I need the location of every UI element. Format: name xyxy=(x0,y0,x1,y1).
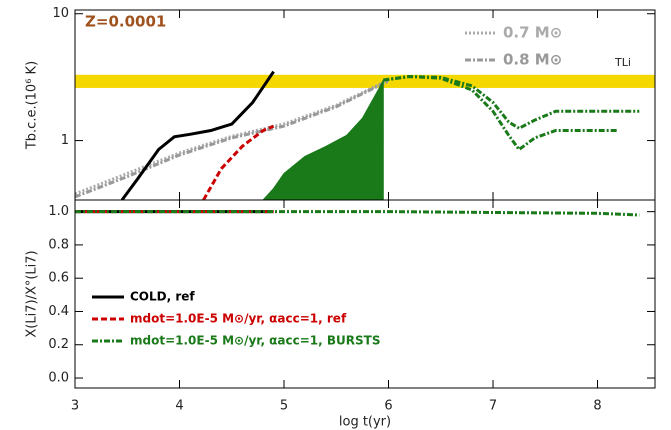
line xyxy=(202,124,275,200)
line xyxy=(120,70,275,200)
x-axis-label: log t(yr) xyxy=(339,415,391,430)
y-axis-label: Tb.c.e.(10⁶ K) xyxy=(25,61,40,150)
y-tick-label: 0.8 xyxy=(48,237,69,252)
area xyxy=(262,79,384,200)
x-tick-label: 6 xyxy=(384,399,392,414)
line xyxy=(383,74,640,131)
x-tick-label: 5 xyxy=(280,399,288,414)
band xyxy=(75,74,655,88)
y-tick-label: 0.2 xyxy=(48,337,69,352)
line xyxy=(383,74,619,152)
line xyxy=(75,210,640,217)
x-tick-label: 8 xyxy=(593,399,601,414)
x-tick-label: 3 xyxy=(71,399,79,414)
y-tick-label: 0.4 xyxy=(48,304,69,319)
line xyxy=(75,78,390,196)
legend-label: mdot=1.0E-5 M⊙/yr, αacc=1, BURSTS xyxy=(130,334,381,348)
legend-label: COLD, ref xyxy=(130,290,195,304)
line xyxy=(75,79,390,199)
y-axis-label: X(Li7)/X°(Li7) xyxy=(25,250,40,337)
legend-label: 0.7 M⊙ xyxy=(503,24,562,42)
y-tick-label: 0.0 xyxy=(48,371,69,386)
y-tick-label: 1 xyxy=(61,133,69,148)
x-tick-label: 4 xyxy=(175,399,183,414)
legend-label: mdot=1.0E-5 M⊙/yr, αacc=1, ref xyxy=(130,312,347,326)
y-tick-label: 1.0 xyxy=(48,204,69,219)
y-tick-label: 0.6 xyxy=(48,271,69,286)
band-label: TLi xyxy=(614,56,631,69)
x-tick-label: 7 xyxy=(489,399,497,414)
annotation: Z=0.0001 xyxy=(85,13,166,31)
legend-label: 0.8 M⊙ xyxy=(503,51,562,69)
y-tick-label: 10 xyxy=(52,6,69,21)
plot-frame xyxy=(74,199,656,389)
